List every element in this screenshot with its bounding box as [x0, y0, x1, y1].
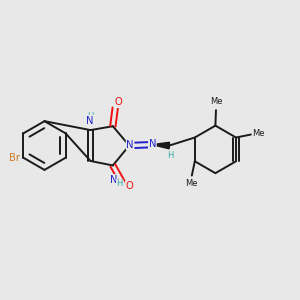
Text: N: N — [126, 140, 134, 150]
Text: H: H — [116, 179, 123, 188]
Text: Me: Me — [252, 130, 265, 139]
Text: O: O — [125, 181, 133, 191]
Text: H: H — [168, 151, 174, 160]
Text: N: N — [148, 139, 156, 149]
Text: H: H — [87, 112, 93, 121]
Polygon shape — [152, 142, 169, 149]
Text: N: N — [86, 116, 94, 126]
Text: Br: Br — [9, 153, 20, 163]
Text: N: N — [110, 175, 118, 185]
Text: Me: Me — [210, 97, 222, 106]
Text: Me: Me — [186, 179, 198, 188]
Text: O: O — [114, 98, 122, 107]
